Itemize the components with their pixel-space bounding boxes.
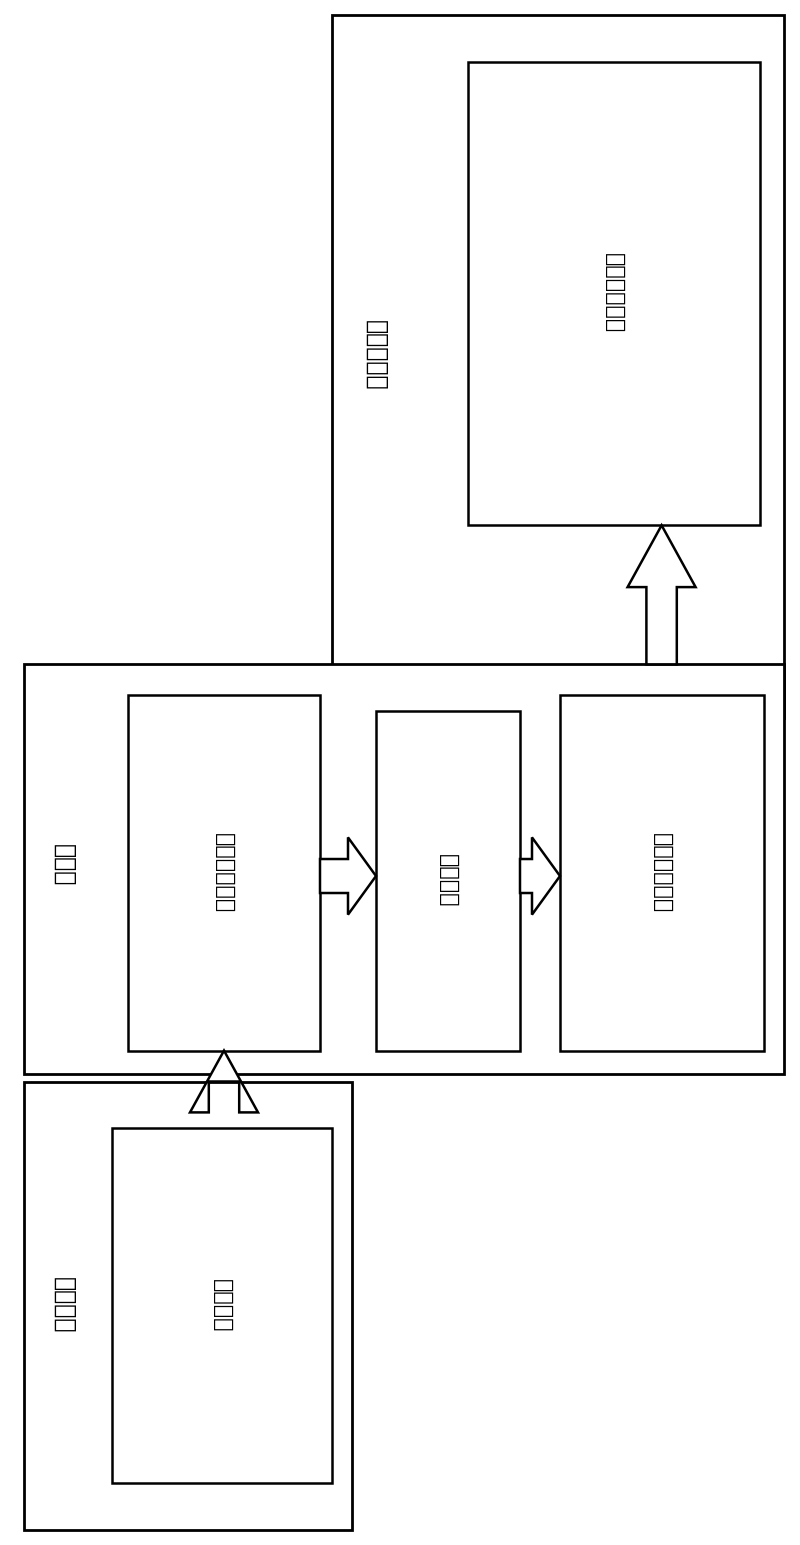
- Text: 变电站各系统: 变电站各系统: [604, 253, 624, 334]
- Bar: [24, 664, 784, 1074]
- Text: 系统设计图纸: 系统设计图纸: [214, 833, 234, 913]
- Polygon shape: [520, 837, 560, 915]
- Text: 装置厂商: 装置厂商: [52, 1278, 76, 1333]
- Bar: [376, 711, 520, 1051]
- Bar: [560, 695, 764, 1051]
- Text: 设计院: 设计院: [52, 844, 76, 887]
- Polygon shape: [628, 525, 695, 664]
- Polygon shape: [190, 1051, 258, 1112]
- Bar: [468, 62, 760, 525]
- Bar: [128, 695, 320, 1051]
- Bar: [24, 1082, 352, 1530]
- Polygon shape: [320, 837, 376, 915]
- Text: 装置模型: 装置模型: [211, 1279, 232, 1332]
- Text: 各系统厂商: 各系统厂商: [364, 320, 388, 391]
- Bar: [112, 1128, 332, 1483]
- Text: 系统模型: 系统模型: [438, 854, 458, 907]
- Bar: [332, 15, 784, 718]
- Text: 全站配置模型: 全站配置模型: [651, 833, 671, 913]
